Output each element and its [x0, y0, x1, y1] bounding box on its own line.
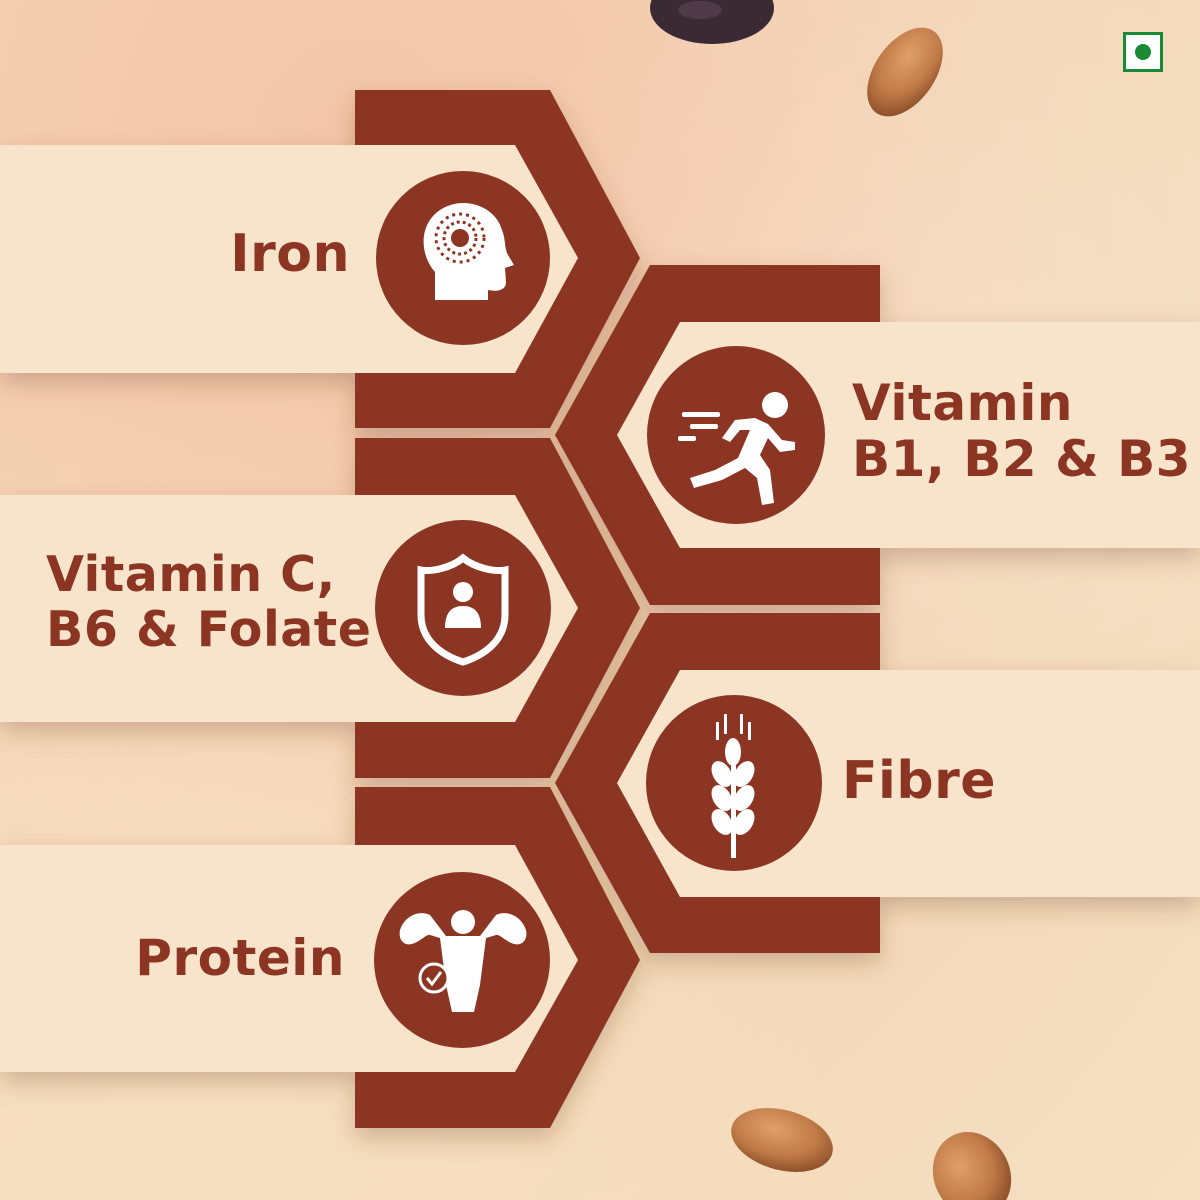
almond-decoration-top: [867, 27, 943, 117]
shield-person-icon: [417, 553, 509, 666]
brain-head-icon: [423, 202, 514, 300]
muscle-body-icon: [399, 910, 527, 1012]
nutrient-label-protein: Protein: [135, 929, 345, 987]
running-person-icon: [678, 392, 795, 505]
nutrient-card-fibre: [555, 613, 1200, 953]
wheat-icon: [711, 714, 755, 858]
nutrient-label-vitamin-c: Vitamin C, B6 & Folate: [46, 546, 372, 658]
almond-decoration-bottom-left: [731, 1108, 833, 1172]
nutrient-card-vitamin-c: [0, 438, 640, 778]
raisin-decoration: [650, 0, 774, 44]
nutrient-label-iron: Iron: [230, 224, 350, 284]
nutrient-card-vitamin-b: [555, 265, 1200, 605]
almond-decoration-bottom-right: [932, 1132, 1012, 1200]
nutrient-label-fibre: Fibre: [842, 751, 996, 811]
veg-mark-icon: [1123, 32, 1163, 72]
nutrient-label-vitamin-b: Vitamin B1, B2 & B3: [852, 374, 1192, 488]
